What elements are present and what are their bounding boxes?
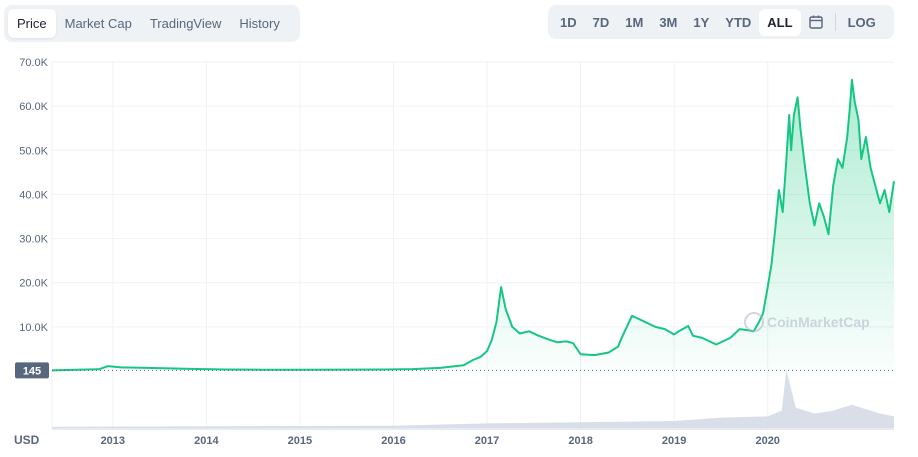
current-price-value: 145 xyxy=(23,365,41,377)
time-range-selector: 1D 7D 1M 3M 1Y YTD ALL LOG xyxy=(548,5,894,39)
tab-tradingview[interactable]: TradingView xyxy=(149,16,222,31)
price-line xyxy=(51,78,895,372)
x-tick-label: 2020 xyxy=(755,435,779,447)
x-tick-label: 2013 xyxy=(101,435,125,447)
coinmarketcap-watermark: CoinMarketCap xyxy=(744,312,870,332)
range-1m-button[interactable]: 1M xyxy=(625,14,644,30)
y-tick-label: 20.0K xyxy=(19,278,48,290)
tab-price[interactable]: Price xyxy=(8,9,56,38)
x-tick-label: 2014 xyxy=(194,435,219,447)
x-tick-label: 2017 xyxy=(475,435,499,447)
range-3m-button[interactable]: 3M xyxy=(659,14,678,30)
log-scale-button[interactable]: LOG xyxy=(847,14,876,30)
volume-area xyxy=(52,370,894,428)
x-tick-label: 2019 xyxy=(662,435,686,447)
x-tick-label: 2016 xyxy=(381,435,405,447)
range-1d-button[interactable]: 1D xyxy=(560,14,577,30)
y-tick-label: 10.0K xyxy=(19,322,48,334)
x-axis: 2013 2014 2015 2016 2017 2018 2019 2020 xyxy=(101,435,780,447)
y-tick-label: 50.0K xyxy=(19,145,48,157)
y-tick-label: 30.0K xyxy=(19,234,48,246)
current-price-tag xyxy=(15,362,49,379)
x-tick-label: 2018 xyxy=(568,435,592,447)
tab-market-cap[interactable]: Market Cap xyxy=(64,16,132,31)
calendar-icon xyxy=(808,15,823,29)
tab-history[interactable]: History xyxy=(239,16,280,31)
price-area xyxy=(52,79,894,371)
range-ytd-button[interactable]: YTD xyxy=(725,14,752,30)
watermark-text: CoinMarketCap xyxy=(767,314,870,330)
y-tick-label: 40.0K xyxy=(19,189,48,201)
range-all-button[interactable]: ALL xyxy=(759,8,801,36)
range-7d-button[interactable]: 7D xyxy=(592,14,610,30)
coinmarketcap-logo-icon xyxy=(744,312,764,332)
date-picker-button[interactable] xyxy=(801,9,831,36)
chart-grid xyxy=(51,61,894,429)
range-divider xyxy=(834,13,836,31)
y-axis: 10.0K 20.0K 30.0K 40.0K 50.0K 60.0K 70.0K xyxy=(19,57,48,334)
chart-view-tabs: Price Market Cap TradingView History xyxy=(4,5,300,42)
y-tick-label: 70.0K xyxy=(19,57,48,69)
y-tick-label: 60.0K xyxy=(19,101,48,113)
volume-bars xyxy=(52,370,894,428)
range-1y-button[interactable]: 1Y xyxy=(693,14,710,30)
x-tick-label: 2015 xyxy=(288,435,312,447)
currency-label: USD xyxy=(14,433,40,447)
